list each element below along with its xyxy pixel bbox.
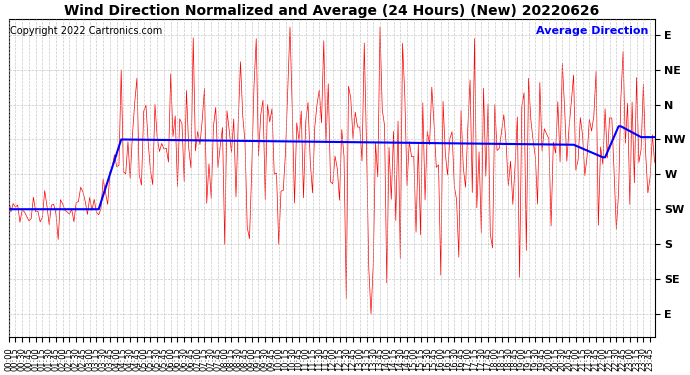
Text: Average Direction: Average Direction [535,26,648,36]
Title: Wind Direction Normalized and Average (24 Hours) (New) 20220626: Wind Direction Normalized and Average (2… [64,4,599,18]
Text: Copyright 2022 Cartronics.com: Copyright 2022 Cartronics.com [10,26,162,36]
